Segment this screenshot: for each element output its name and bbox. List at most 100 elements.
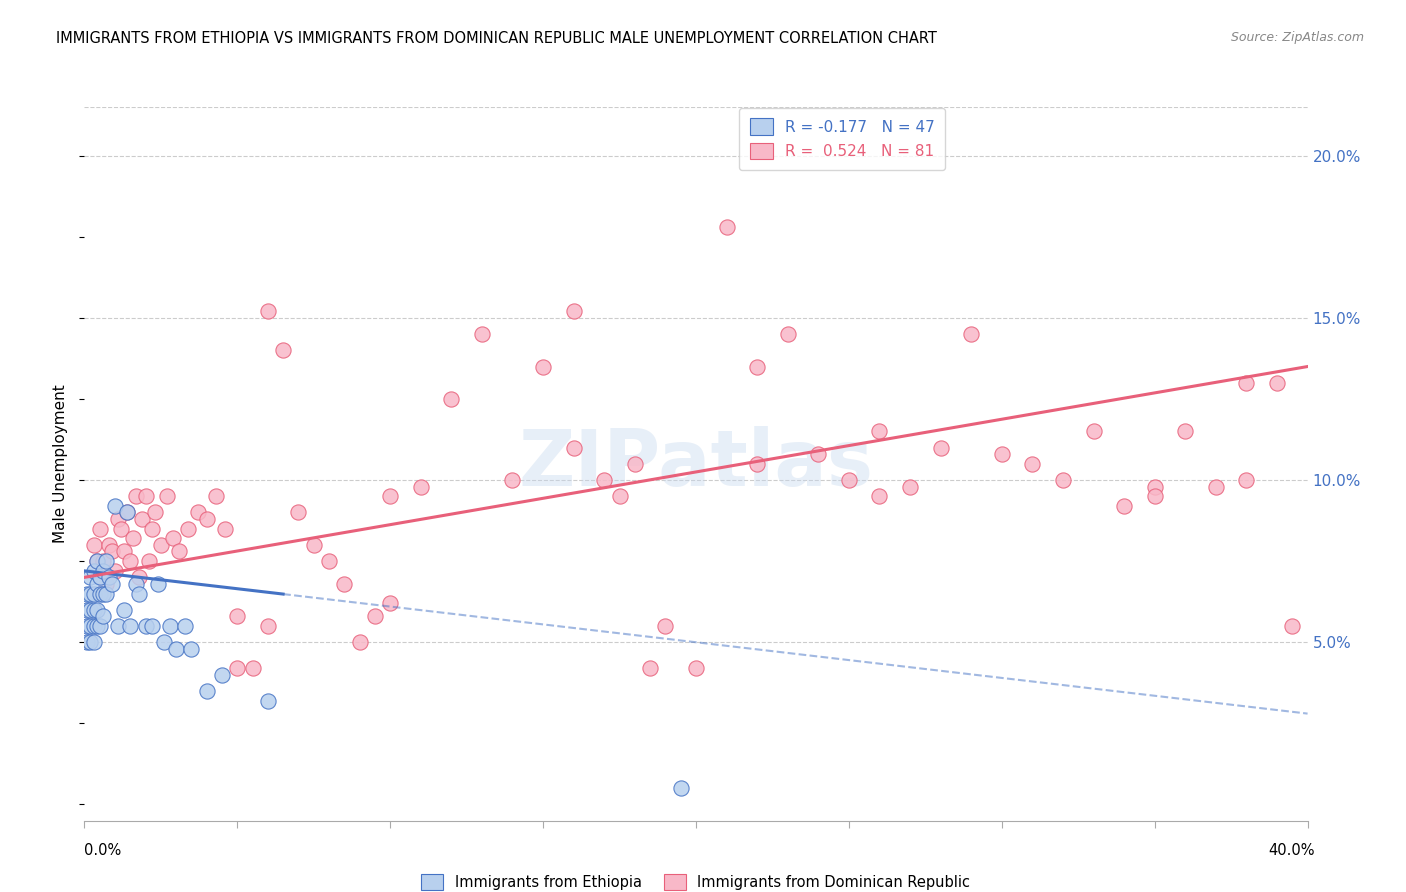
Point (409, 479, 432, 493)
Point (86, 554, 108, 568)
Point (153, 635, 176, 649)
Point (156, 489, 179, 503)
Point (83, 564, 105, 578)
Point (747, 359, 769, 374)
Point (177, 522, 200, 536)
Point (79, 586, 101, 600)
Point (593, 473, 616, 487)
Point (638, 661, 661, 675)
Point (79, 570, 101, 584)
Point (214, 522, 236, 536)
Point (211, 667, 233, 681)
Point (120, 554, 142, 568)
Point (86, 619, 108, 633)
Point (115, 506, 138, 520)
Text: Source: ZipAtlas.com: Source: ZipAtlas.com (1230, 31, 1364, 45)
Point (271, 343, 294, 358)
Point (502, 473, 524, 487)
Point (83, 635, 105, 649)
Point (79, 635, 101, 649)
Point (101, 577, 124, 591)
Point (115, 506, 138, 520)
Point (131, 512, 153, 526)
Point (112, 544, 135, 558)
Point (91, 609, 114, 624)
Point (79, 603, 101, 617)
Point (471, 327, 494, 342)
Point (1205, 479, 1227, 493)
Point (83, 538, 105, 552)
Point (364, 609, 387, 624)
Point (1143, 489, 1166, 503)
Point (141, 522, 163, 536)
Point (83, 586, 105, 600)
Point (128, 586, 150, 600)
Point (76, 635, 98, 649)
Point (138, 554, 160, 568)
Point (89, 570, 111, 584)
Point (929, 441, 952, 455)
Point (869, 425, 891, 439)
Point (107, 512, 129, 526)
Point (94, 586, 117, 600)
Point (531, 359, 554, 374)
Point (159, 619, 181, 633)
Point (1021, 457, 1043, 471)
Point (349, 635, 371, 649)
Point (1236, 376, 1258, 390)
Point (1052, 473, 1074, 487)
Point (991, 447, 1014, 461)
Text: 40.0%: 40.0% (1268, 843, 1315, 858)
Point (669, 781, 692, 796)
Point (97, 538, 120, 552)
Point (776, 327, 799, 342)
Point (125, 577, 148, 591)
Point (440, 392, 463, 406)
Y-axis label: Male Unemployment: Male Unemployment (53, 384, 69, 543)
Point (380, 489, 402, 503)
Point (318, 554, 340, 568)
Point (869, 489, 891, 503)
Point (162, 532, 184, 546)
Point (562, 304, 585, 318)
Text: IMMIGRANTS FROM ETHIOPIA VS IMMIGRANTS FROM DOMINICAN REPUBLIC MALE UNEMPLOYMENT: IMMIGRANTS FROM ETHIOPIA VS IMMIGRANTS F… (56, 31, 938, 46)
Point (89, 619, 111, 633)
Point (1281, 619, 1303, 633)
Point (747, 457, 769, 471)
Point (257, 619, 280, 633)
Point (89, 522, 111, 536)
Point (110, 522, 132, 536)
Point (104, 499, 127, 513)
Point (76, 603, 98, 617)
Point (94, 554, 117, 568)
Point (86, 554, 108, 568)
Point (562, 441, 585, 455)
Point (380, 596, 402, 610)
Point (654, 619, 676, 633)
Point (101, 544, 124, 558)
Point (195, 684, 218, 698)
Point (1265, 376, 1288, 390)
Point (76, 619, 98, 633)
Point (960, 327, 983, 342)
Point (609, 489, 631, 503)
Point (257, 304, 280, 318)
Point (174, 619, 197, 633)
Point (807, 447, 830, 461)
Point (685, 661, 707, 675)
Point (186, 506, 208, 520)
Point (86, 603, 108, 617)
Point (94, 577, 117, 591)
Point (79, 619, 101, 633)
Point (1114, 499, 1136, 513)
Point (86, 577, 108, 591)
Point (76, 586, 98, 600)
Point (125, 489, 148, 503)
Point (226, 661, 249, 675)
Point (333, 577, 356, 591)
Point (143, 506, 166, 520)
Legend: Immigrants from Ethiopia, Immigrants from Dominican Republic: Immigrants from Ethiopia, Immigrants fro… (416, 868, 976, 892)
Point (302, 538, 325, 552)
Point (135, 619, 157, 633)
Point (97, 570, 120, 584)
